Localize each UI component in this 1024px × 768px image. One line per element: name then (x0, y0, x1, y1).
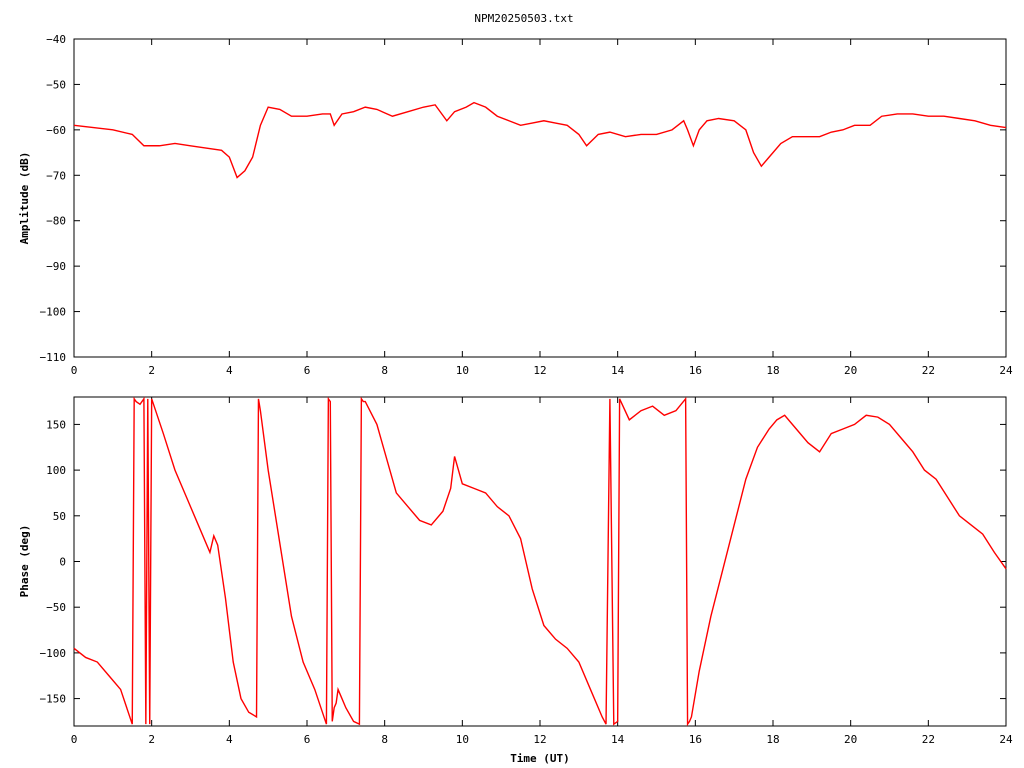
amplitude-y-tick-label: −50 (46, 78, 66, 91)
amplitude-y-tick-label: −70 (46, 169, 66, 182)
phase-plot-frame (73, 396, 1007, 727)
amplitude-plot-frame (73, 38, 1007, 358)
amplitude-x-tick-label: 6 (304, 364, 311, 377)
phase-x-tick-label: 24 (999, 733, 1013, 746)
amplitude-y-axis-label: Amplitude (dB) (18, 152, 31, 245)
phase-y-tick-label: −100 (40, 647, 67, 660)
phase-x-tick-label: 2 (148, 733, 155, 746)
amplitude-x-tick-label: 4 (226, 364, 233, 377)
amplitude-x-tick-label: 16 (689, 364, 702, 377)
phase-series-line (73, 396, 1007, 727)
amplitude-y-tick-label: −40 (46, 33, 66, 46)
amplitude-panel: Amplitude (dB) 0 2 4 6 8 10 12 14 16 18 20 22 24−110… (18, 33, 1013, 377)
phase-x-tick-label: 10 (456, 733, 469, 746)
amplitude-x-tick-label: 2 (148, 364, 155, 377)
phase-y-tick-label: −150 (40, 693, 67, 706)
amplitude-x-tick-label: 24 (999, 364, 1013, 377)
phase-ticks: 0 2 4 6 8 10 12 14 16 18 20 22 24−150−100−5005010015… (40, 397, 1013, 746)
phase-x-tick-label: 14 (611, 733, 625, 746)
phase-y-tick-label: 50 (53, 510, 66, 523)
phase-x-tick-label: 0 (71, 733, 78, 746)
amplitude-x-tick-label: 10 (456, 364, 469, 377)
amplitude-y-tick-label: −80 (46, 215, 66, 228)
phase-y-tick-label: 150 (46, 418, 66, 431)
chart-title: NPM20250503.txt (474, 12, 573, 25)
amplitude-y-tick-label: −90 (46, 260, 66, 273)
phase-x-tick-label: 8 (381, 733, 388, 746)
phase-x-tick-label: 22 (922, 733, 935, 746)
amplitude-x-tick-label: 22 (922, 364, 935, 377)
amplitude-ticks: 0 2 4 6 8 10 12 14 16 18 20 22 24−110−100−90−80−70−6… (40, 33, 1013, 377)
amplitude-y-tick-label: −60 (46, 124, 66, 137)
phase-x-tick-label: 12 (533, 733, 546, 746)
phase-panel: Phase (deg) Time (UT) 0 2 4 6 8 10 12 14 16 18 20 2… (18, 396, 1013, 765)
amplitude-x-tick-label: 0 (71, 364, 78, 377)
phase-y-tick-label: −50 (46, 601, 66, 614)
phase-x-tick-label: 4 (226, 733, 233, 746)
amplitude-x-tick-label: 12 (533, 364, 546, 377)
amplitude-x-tick-label: 14 (611, 364, 625, 377)
phase-x-tick-label: 16 (689, 733, 702, 746)
amplitude-y-tick-label: −110 (40, 351, 67, 364)
phase-x-tick-label: 20 (844, 733, 857, 746)
phase-y-axis-label: Phase (deg) (18, 525, 31, 598)
amplitude-x-tick-label: 8 (381, 364, 388, 377)
phase-y-tick-label: 0 (59, 556, 66, 569)
phase-x-axis-label: Time (UT) (510, 752, 570, 765)
phase-y-tick-label: 100 (46, 464, 66, 477)
amplitude-y-tick-label: −100 (40, 306, 67, 319)
amplitude-series-line (73, 101, 1007, 179)
phase-x-tick-label: 6 (304, 733, 311, 746)
phase-x-tick-label: 18 (766, 733, 779, 746)
amplitude-x-tick-label: 20 (844, 364, 857, 377)
amplitude-x-tick-label: 18 (766, 364, 779, 377)
